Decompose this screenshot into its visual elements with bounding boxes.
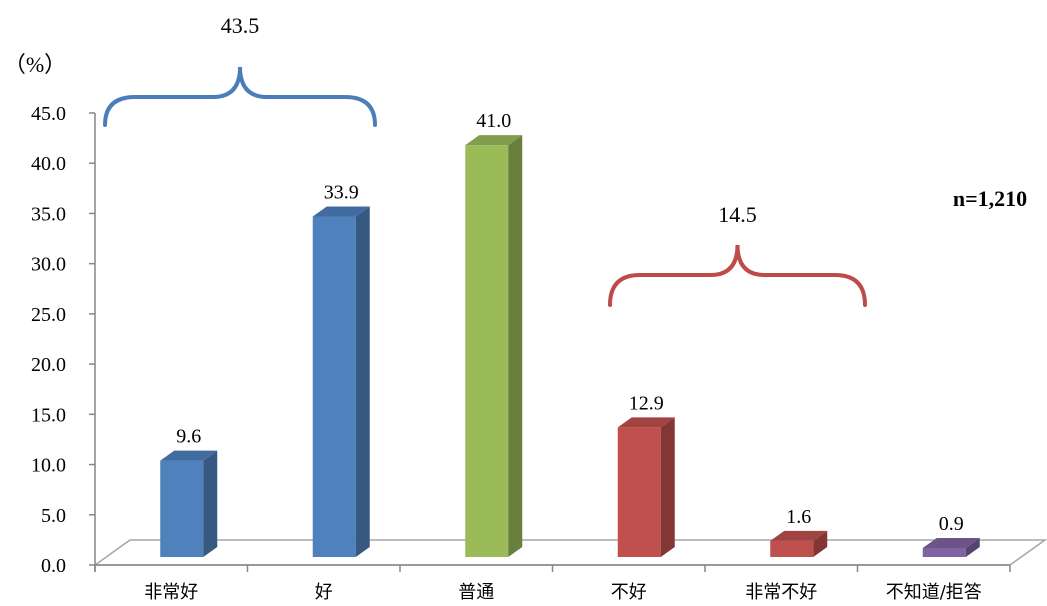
x-tick-label: 非常好: [144, 582, 198, 603]
bar-side: [508, 135, 523, 557]
y-tick-label: 5.0: [41, 505, 66, 527]
bar: [922, 537, 980, 557]
bar-side: [965, 537, 980, 557]
bar-front: [160, 460, 204, 557]
x-axis: 非常好 好 普通 不好 非常不好 不知道/拒答: [94, 564, 1011, 603]
group-brace: [608, 244, 867, 307]
bar-side: [355, 206, 370, 557]
bar-front: [617, 427, 661, 557]
bar-top: [465, 135, 523, 146]
y-tick-label: 15.0: [31, 404, 66, 426]
y-tick-label: 45.0: [31, 103, 66, 125]
data-label: 41.0: [476, 110, 511, 132]
sample-size-label: n=1,210: [953, 186, 1027, 211]
group-total-label: 43.5: [221, 13, 260, 38]
x-tick-label: 普通: [458, 582, 494, 603]
bar-top: [617, 417, 675, 428]
bar: [770, 530, 828, 557]
y-tick-label: 25.0: [31, 304, 66, 326]
bar-top: [922, 537, 980, 548]
group-braces: 43.5 14.5: [103, 13, 867, 307]
data-label: 0.9: [939, 513, 964, 535]
bar: [617, 417, 675, 557]
bar-side: [660, 417, 675, 557]
y-tick-label: 35.0: [31, 203, 66, 225]
y-tick-label: 20.0: [31, 354, 66, 376]
y-tick-label: 0.0: [41, 555, 66, 577]
bar-top: [312, 206, 370, 217]
y-tick-label: 40.0: [31, 153, 66, 175]
bar-front: [465, 145, 509, 557]
x-tick-label: 非常不好: [745, 582, 817, 603]
bar-top: [770, 530, 828, 541]
bar-front: [312, 216, 356, 557]
data-label: 1.6: [786, 506, 811, 528]
bar: [312, 206, 370, 557]
bar-side: [203, 450, 218, 557]
data-label: 9.6: [176, 426, 201, 448]
x-tick-label: 不好: [611, 582, 647, 603]
bar-front: [770, 540, 814, 557]
y-axis-label: （%）: [4, 52, 66, 77]
group-total-label: 14.5: [718, 202, 757, 227]
bar: [160, 450, 218, 557]
y-tick-label: 10.0: [31, 455, 66, 477]
chart-floor: [92, 539, 1047, 566]
floor-plane: [92, 539, 1047, 566]
x-tick-label: 好: [315, 582, 333, 603]
x-tick-label: 不知道/拒答: [886, 582, 982, 603]
bar-side: [813, 530, 828, 557]
data-label: 33.9: [324, 181, 359, 203]
bar-series: [160, 135, 980, 557]
data-labels: 9.6 33.9 41.0 12.9 1.6 0.9: [176, 110, 964, 535]
bar-front: [922, 547, 966, 557]
bar: [465, 135, 523, 557]
bar-top: [160, 450, 218, 461]
y-axis: 0.0 5.0 10.0 15.0 20.0 25.0 30.0 35.0 40.0 45.0: [31, 103, 96, 577]
y-tick-label: 30.0: [31, 254, 66, 276]
data-label: 12.9: [629, 392, 664, 414]
group-brace: [103, 66, 377, 127]
